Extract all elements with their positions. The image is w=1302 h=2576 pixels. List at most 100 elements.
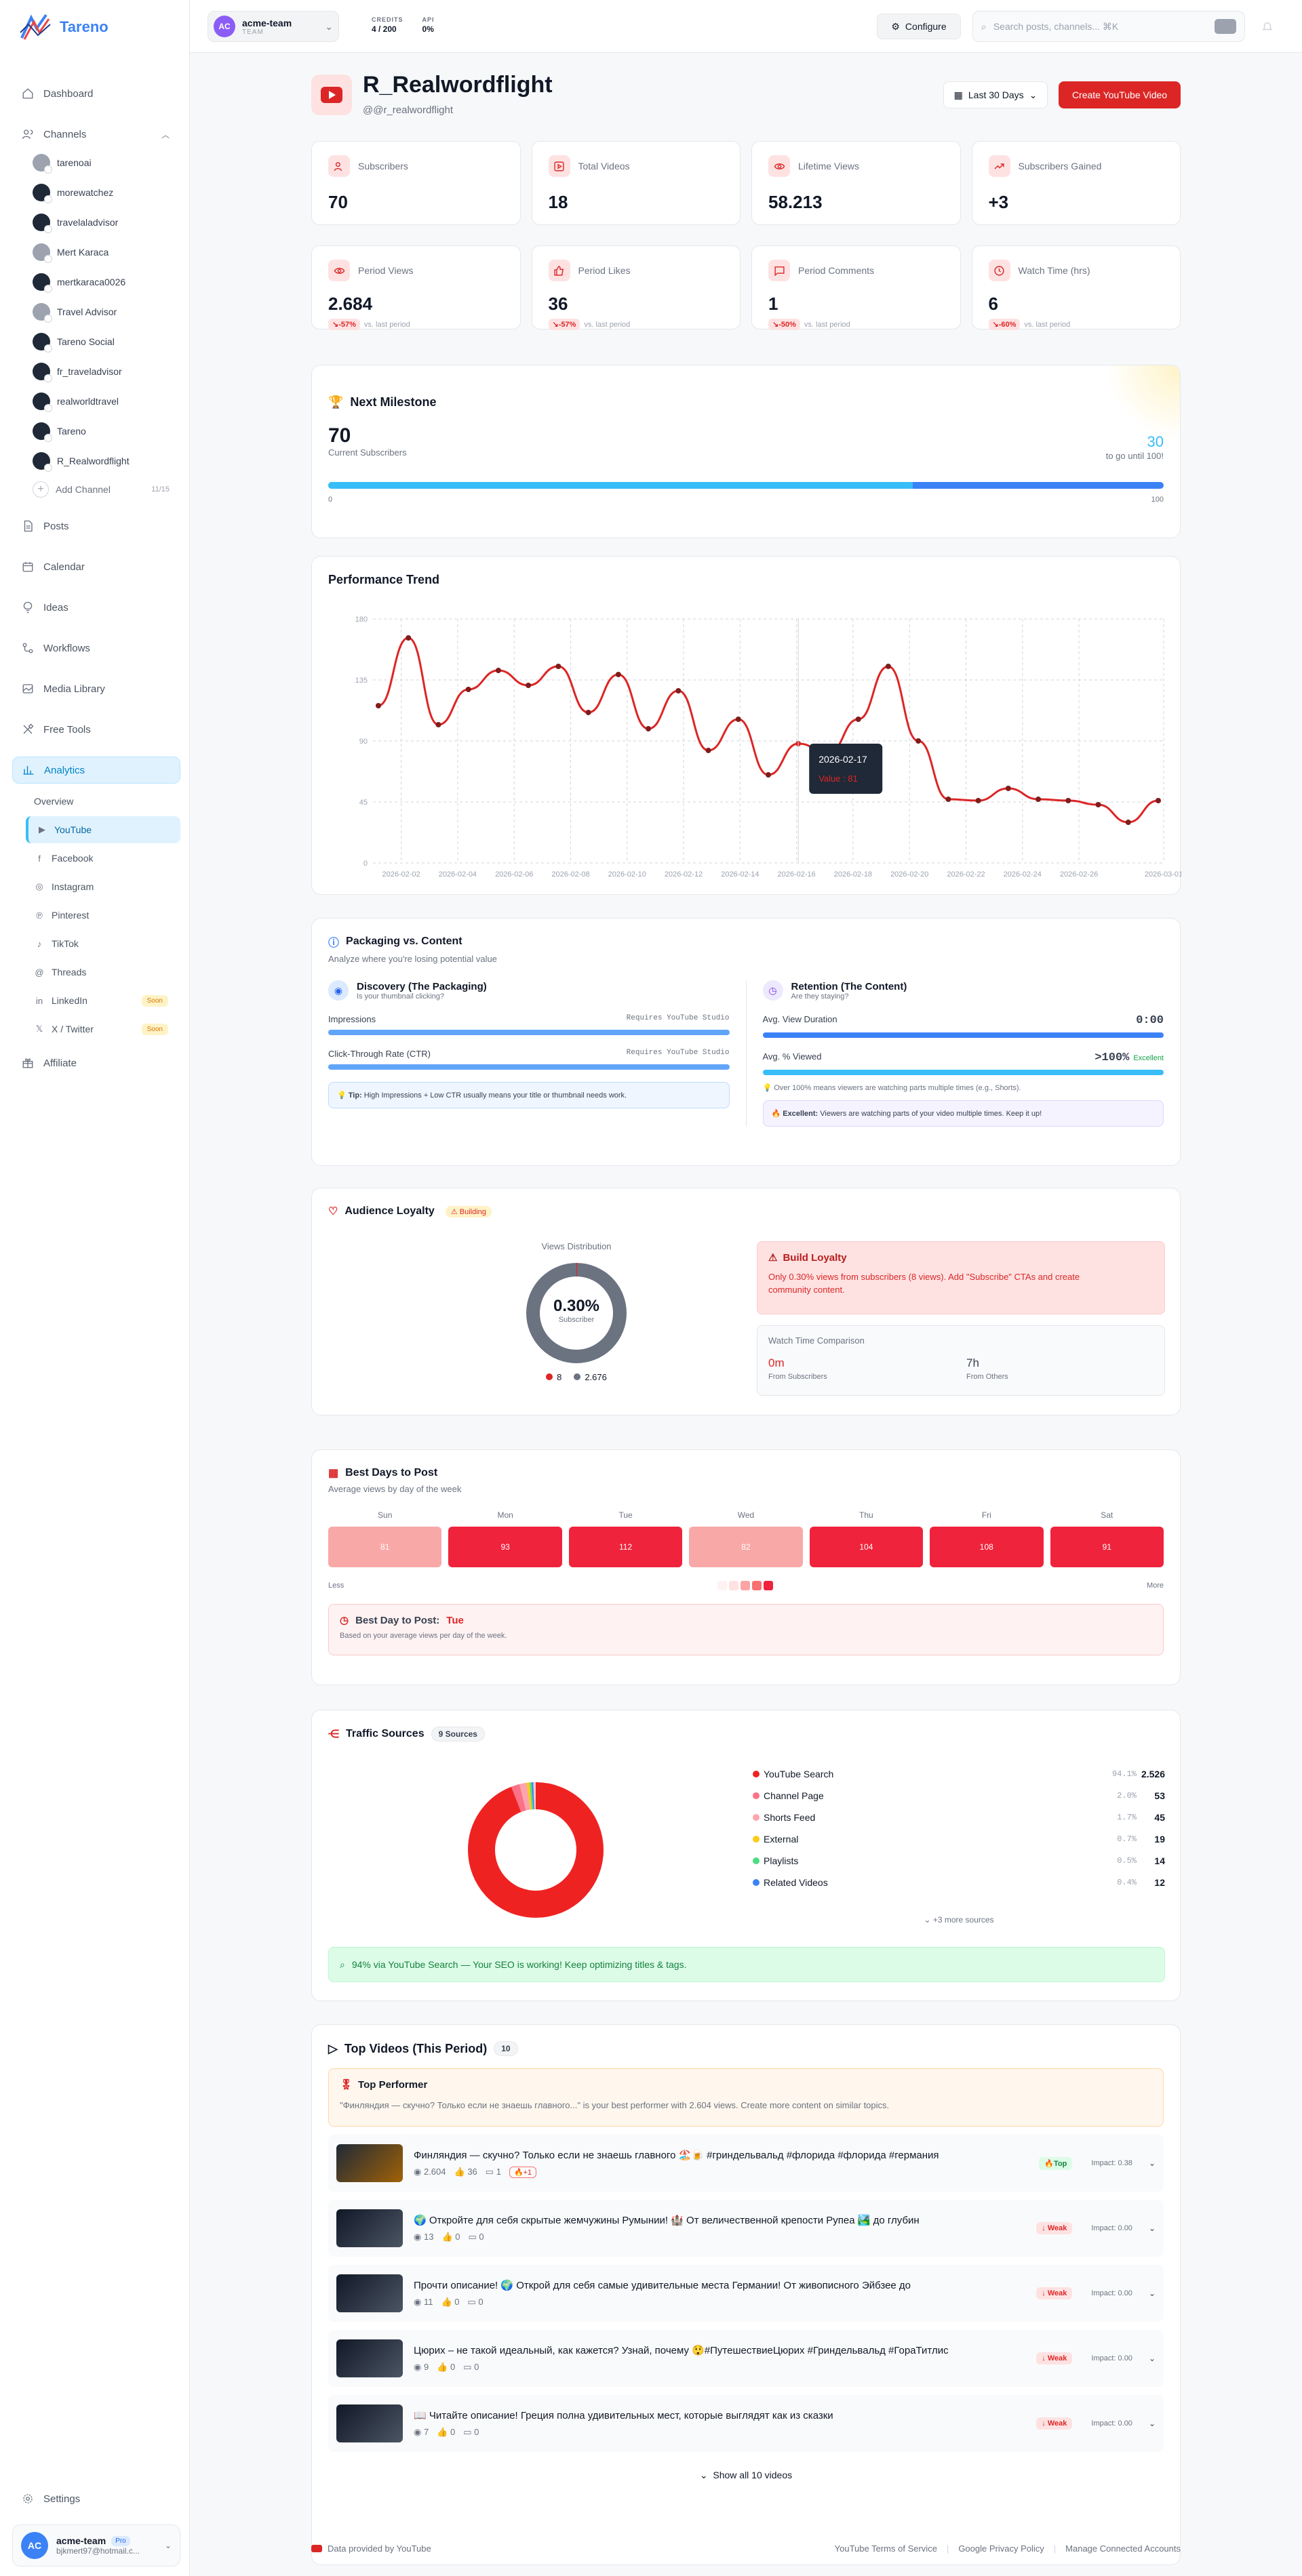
scale-max: 100 xyxy=(1151,496,1164,504)
nav-posts[interactable]: Posts xyxy=(12,512,180,540)
data-point[interactable] xyxy=(705,748,711,753)
video-row[interactable]: Финляндия — скучно? Только если не знаеш… xyxy=(328,2135,1164,2192)
show-all-videos-button[interactable]: ⌄ Show all 10 videos xyxy=(699,2470,793,2480)
traffic-slice[interactable] xyxy=(468,1782,604,1918)
channel-item[interactable]: mertkaraca0026 xyxy=(33,267,180,297)
data-point[interactable] xyxy=(1065,798,1071,803)
data-point[interactable] xyxy=(675,688,682,693)
data-point[interactable] xyxy=(855,717,861,722)
data-point[interactable] xyxy=(885,664,891,669)
data-point[interactable] xyxy=(646,726,652,731)
traffic-slice-other[interactable] xyxy=(468,1782,604,1918)
bell-icon[interactable] xyxy=(1261,20,1274,33)
create-youtube-video-button[interactable]: Create YouTube Video xyxy=(1059,81,1181,108)
nav-media-library-label: Media Library xyxy=(43,683,105,695)
day-value[interactable]: 82 xyxy=(689,1527,803,1567)
data-point[interactable] xyxy=(945,797,951,802)
channel-item[interactable]: Mert Karaca xyxy=(33,237,180,267)
video-meta: ◉ 9 👍 0 ▭ 0 xyxy=(414,2362,1025,2373)
video-row[interactable]: Цюрих – не такой идеальный, как кажется?… xyxy=(328,2330,1164,2387)
data-point[interactable] xyxy=(465,687,471,692)
more-sources-button[interactable]: ⌄ +3 more sources xyxy=(924,1915,994,1925)
platform-icon: ℗ xyxy=(36,910,43,921)
nav-dashboard[interactable]: Dashboard xyxy=(12,80,180,107)
footer-link[interactable]: Manage Connected Accounts xyxy=(1065,2543,1181,2554)
nav-channels[interactable]: Channels ︿ xyxy=(12,121,180,148)
day-value[interactable]: 91 xyxy=(1050,1527,1164,1567)
data-point[interactable] xyxy=(1125,820,1131,825)
channel-item[interactable]: Tareno xyxy=(33,416,180,446)
analytics-sub-pinterest[interactable]: ℗ Pinterest xyxy=(26,902,180,929)
chevron-down-icon[interactable]: ⌄ xyxy=(1148,2354,1156,2363)
data-point[interactable] xyxy=(435,722,441,727)
nav-media-library[interactable]: Media Library xyxy=(12,675,180,702)
day-value[interactable]: 108 xyxy=(930,1527,1044,1567)
analytics-sub-linkedin[interactable]: in LinkedIn Soon xyxy=(26,987,180,1014)
analytics-sub-overview[interactable]: Overview xyxy=(26,788,180,815)
delta-pill: ↘-57% xyxy=(328,319,360,330)
data-point[interactable] xyxy=(1005,786,1011,791)
chevron-down-icon[interactable]: ⌄ xyxy=(1148,2289,1156,2298)
channel-item[interactable]: realworldtravel xyxy=(33,386,180,416)
analytics-sub-x-twitter[interactable]: 𝕏 X / Twitter Soon xyxy=(26,1015,180,1043)
nav-ideas[interactable]: Ideas xyxy=(12,594,180,621)
analytics-sub-youtube[interactable]: ▶ YouTube xyxy=(26,816,180,843)
data-point[interactable] xyxy=(406,635,412,641)
nav-workflows[interactable]: Workflows xyxy=(12,635,180,662)
channel-item[interactable]: Tareno Social xyxy=(33,327,180,357)
day-value[interactable]: 93 xyxy=(448,1527,562,1567)
chevron-down-icon[interactable]: ⌄ xyxy=(1148,2223,1156,2233)
data-point[interactable] xyxy=(585,710,591,715)
analytics-sub-facebook[interactable]: f Facebook xyxy=(26,845,180,872)
data-point[interactable] xyxy=(526,683,532,688)
chevron-down-icon[interactable]: ⌄ xyxy=(1148,2158,1156,2168)
channel-item[interactable]: morewatchez xyxy=(33,178,180,207)
analytics-sub-tiktok[interactable]: ♪ TikTok xyxy=(26,930,180,957)
logo[interactable]: Tareno xyxy=(19,12,108,42)
data-point[interactable] xyxy=(975,798,981,803)
date-range-select[interactable]: ▦ Last 30 Days ⌄ xyxy=(943,81,1048,108)
data-point[interactable] xyxy=(735,717,741,722)
nav-analytics[interactable]: Analytics xyxy=(12,757,180,784)
search-input[interactable]: ⌕ Search posts, channels... ⌘K xyxy=(972,11,1245,42)
source-dot xyxy=(753,1879,760,1886)
data-point[interactable] xyxy=(1156,798,1161,803)
nav-free-tools[interactable]: Free Tools xyxy=(12,716,180,743)
day-value[interactable]: 81 xyxy=(328,1527,442,1567)
configure-button[interactable]: ⚙ Configure xyxy=(877,14,961,39)
channel-item[interactable]: Travel Advisor xyxy=(33,297,180,327)
day-value[interactable]: 104 xyxy=(809,1527,924,1567)
data-point[interactable] xyxy=(495,668,501,673)
data-point[interactable] xyxy=(766,772,771,778)
data-point[interactable] xyxy=(615,672,621,677)
footer-link[interactable]: Google Privacy Policy xyxy=(958,2543,1044,2554)
footer-link[interactable]: YouTube Terms of Service xyxy=(834,2543,937,2554)
data-point[interactable] xyxy=(555,664,561,669)
channel-item[interactable]: tarenoai xyxy=(33,148,180,178)
add-channel-button[interactable]: + Add Channel 11/15 xyxy=(12,476,180,503)
day-value[interactable]: 112 xyxy=(568,1527,683,1567)
video-row[interactable]: 📖 Читайте описание! Греция полна удивите… xyxy=(328,2395,1164,2452)
data-point[interactable] xyxy=(376,703,381,708)
analytics-sub-threads[interactable]: @ Threads xyxy=(26,959,180,986)
data-point[interactable] xyxy=(1035,797,1042,802)
nav-calendar[interactable]: Calendar xyxy=(12,553,180,580)
chevron-down-icon[interactable]: ⌄ xyxy=(1148,2419,1156,2428)
team-selector[interactable]: AC acme-team TEAM ⌄ xyxy=(208,11,339,42)
user-menu[interactable]: AC acme-team Pro bjkmert97@hotmail.c... ⌄ xyxy=(12,2524,180,2567)
chevron-up-icon[interactable]: ︿ xyxy=(161,129,170,140)
performance-trend-chart[interactable]: 0 45 90 135 180 2026-02-02 2026-02-04 2026-02-0… xyxy=(312,557,1181,895)
channel-item[interactable]: travelaladvisor xyxy=(33,207,180,237)
channel-item[interactable]: fr_traveladvisor xyxy=(33,357,180,386)
stat-card: Subscribers 70 xyxy=(311,141,521,225)
data-point[interactable] xyxy=(915,738,922,744)
data-point[interactable] xyxy=(1095,802,1101,807)
channel-item[interactable]: R_Realwordflight xyxy=(33,446,180,476)
nav-affiliate[interactable]: Affiliate xyxy=(12,1049,180,1076)
nav-settings[interactable]: Settings xyxy=(12,2485,180,2512)
video-row[interactable]: Прочти описание! 🌍 Открой для себя самые… xyxy=(328,2265,1164,2322)
impact-score: Impact: 0.00 xyxy=(1091,2354,1132,2362)
video-row[interactable]: 🌍 Откройте для себя скрытые жемчужины Ру… xyxy=(328,2200,1164,2257)
analytics-sub-instagram[interactable]: ◎ Instagram xyxy=(26,873,180,900)
lifetime-stats: Subscribers 70 Total Videos 18 Lifetime View… xyxy=(311,141,1181,225)
